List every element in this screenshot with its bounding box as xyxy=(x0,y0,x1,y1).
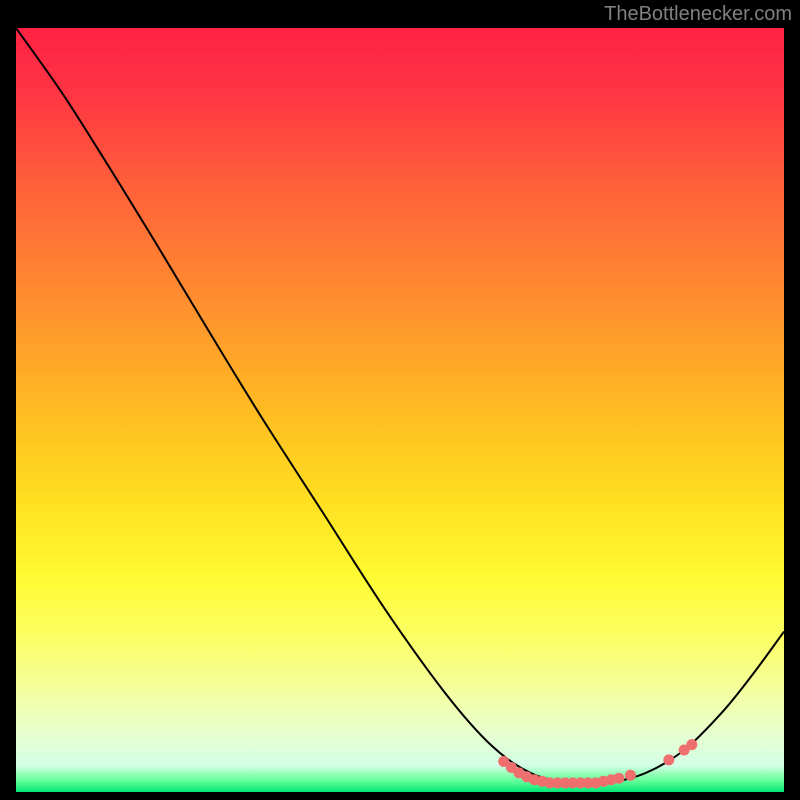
optimal-marker xyxy=(625,770,636,781)
bottleneck-chart xyxy=(16,28,784,792)
attribution-text: TheBottlenecker.com xyxy=(604,3,792,26)
optimal-marker xyxy=(663,754,674,765)
chart-canvas xyxy=(16,28,784,792)
gradient-background xyxy=(16,28,784,792)
optimal-marker xyxy=(686,739,697,750)
optimal-marker xyxy=(613,773,624,784)
